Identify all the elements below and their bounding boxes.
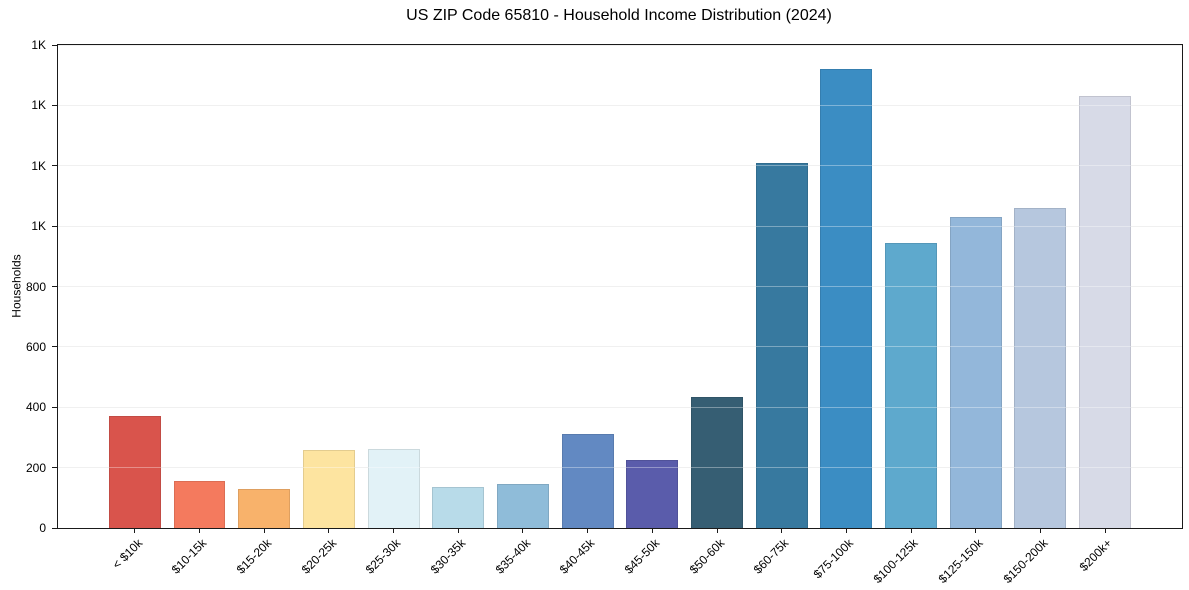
- y-tick-mark: [52, 225, 57, 227]
- x-tick-mark: [975, 528, 977, 533]
- bar-$150-200k: [1014, 208, 1067, 528]
- y-tick-mark: [52, 165, 57, 167]
- gridline: [58, 165, 1182, 167]
- bar-$100-125k: [885, 242, 937, 528]
- gridline-overlay: [58, 225, 1182, 227]
- x-tick-label: $50-60k: [686, 536, 727, 577]
- x-tick-mark: [328, 528, 330, 533]
- x-tick-mark: [845, 528, 847, 533]
- x-tick-mark: [1039, 528, 1041, 533]
- gridline-overlay: [58, 346, 1182, 348]
- x-tick-mark: [716, 528, 718, 533]
- y-tick-label: 1K: [31, 158, 46, 173]
- x-tick-label: $200k+: [1076, 536, 1115, 574]
- x-tick-label: $100-125k: [870, 536, 921, 587]
- bar-$45-50k: [626, 460, 679, 528]
- x-tick-mark: [651, 528, 653, 533]
- x-tick-mark: [910, 528, 912, 533]
- x-tick-label: $30-35k: [427, 536, 469, 577]
- gridline-overlay: [58, 467, 1182, 469]
- chart-title: US ZIP Code 65810 - Household Income Dis…: [406, 7, 832, 24]
- gridline: [58, 104, 1182, 106]
- y-tick-label: 1K: [31, 98, 46, 113]
- y-tick-mark: [52, 406, 57, 408]
- gridline-overlay: [58, 44, 1182, 46]
- gridline: [58, 467, 1182, 469]
- bar-$125-150k: [949, 217, 1002, 528]
- x-tick-label: $150-200k: [1000, 536, 1051, 587]
- gridline: [58, 346, 1182, 348]
- bar-$10-15k: [173, 481, 226, 528]
- x-tick-label: $20-25k: [298, 536, 339, 577]
- gridline: [58, 286, 1182, 287]
- y-tick-label: 0: [39, 521, 46, 535]
- bar-< $10k: [109, 416, 161, 528]
- y-tick-label: 800: [25, 279, 46, 294]
- y-tick-label: 200: [25, 460, 46, 475]
- x-tick-label: $75-100k: [810, 536, 857, 582]
- x-tick-mark: [199, 528, 201, 533]
- bar-$60-75k: [755, 162, 808, 528]
- x-tick-label: $25-30k: [362, 536, 404, 577]
- y-tick-label: 600: [25, 339, 46, 354]
- x-tick-label: $15-20k: [233, 536, 275, 577]
- x-tick-label: $35-40k: [492, 536, 533, 577]
- bar-$25-30k: [367, 448, 420, 528]
- bar-$15-20k: [238, 488, 291, 528]
- bar-$35-40k: [497, 483, 549, 528]
- bar-$30-35k: [432, 486, 485, 528]
- y-tick-label: 1K: [31, 38, 46, 52]
- y-tick-label: 1K: [31, 219, 46, 234]
- bar-$20-25k: [303, 450, 355, 528]
- bar-$50-60k: [691, 396, 743, 528]
- x-tick-mark: [393, 528, 395, 533]
- x-tick-label: < $10k: [109, 536, 145, 572]
- x-tick-mark: [522, 528, 524, 533]
- x-tick-mark: [134, 528, 136, 533]
- gridline-overlay: [58, 406, 1182, 408]
- x-tick-label: $45-50k: [621, 536, 663, 577]
- x-tick-mark: [587, 528, 589, 533]
- x-tick-label: $10-15k: [168, 536, 210, 577]
- y-tick-mark: [52, 44, 57, 46]
- gridline: [58, 225, 1182, 227]
- x-tick-mark: [781, 528, 783, 533]
- y-tick-label: 400: [25, 400, 46, 415]
- y-tick-mark: [52, 286, 57, 287]
- plot-area: 0 200 400 600 800 1K 1K 1K 1K < $10k $10-15k $15-20…: [26, 38, 1183, 586]
- x-tick-mark: [1104, 528, 1106, 533]
- bar-$200k+: [1079, 96, 1131, 528]
- y-tick-mark: [52, 104, 57, 106]
- x-tick-label: $60-75k: [751, 536, 792, 577]
- gridline-overlay: [58, 286, 1182, 287]
- y-tick-mark: [52, 527, 57, 529]
- bar-$40-45k: [561, 434, 614, 528]
- x-tick-mark: [457, 528, 459, 533]
- gridline: [58, 44, 1182, 46]
- x-tick-label: $40-45k: [556, 536, 598, 577]
- y-tick-mark: [52, 346, 57, 348]
- x-tick-mark: [263, 528, 265, 533]
- gridline-overlay: [58, 104, 1182, 106]
- gridline-overlay: [58, 165, 1182, 167]
- y-tick-mark: [52, 467, 57, 469]
- bar-$75-100k: [820, 69, 873, 528]
- gridline: [58, 406, 1182, 408]
- x-tick-label: $125-150k: [935, 536, 986, 587]
